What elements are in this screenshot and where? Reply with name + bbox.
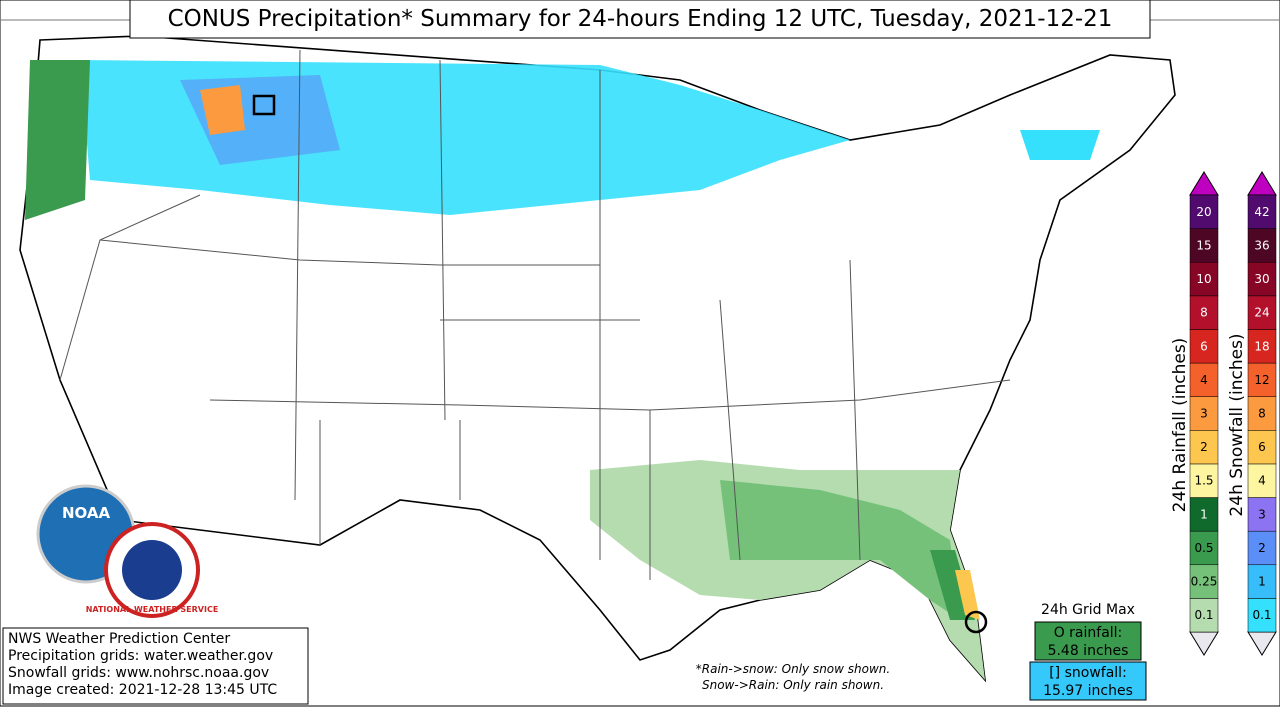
colorbar-cell <box>1189 463 1219 498</box>
snow-max-label: [] snowfall: <box>1049 665 1127 681</box>
colorbar-label: 1 <box>1258 575 1266 589</box>
snow-area <box>200 85 245 135</box>
snow-max-box <box>1029 661 1147 701</box>
note-line: Snow->Rain: Only rain shown. <box>702 678 884 692</box>
colorbar-label: 3 <box>1200 407 1208 421</box>
colorbar-cell <box>1247 194 1277 229</box>
title-box <box>129 0 1151 39</box>
credits-box <box>2 627 309 705</box>
colorbar-cell <box>1247 228 1277 263</box>
colorbar-label: 12 <box>1254 373 1269 387</box>
colorbars: 0.10.250.511.5234681015200.1123468121824… <box>1189 171 1277 656</box>
noaa-logo-text: NOAA <box>62 504 111 522</box>
state-lines <box>59 49 1011 580</box>
colorbar-label: 30 <box>1254 272 1269 286</box>
colorbar-label: 18 <box>1254 339 1269 353</box>
credit-line: Snowfall grids: www.nohrsc.noaa.gov <box>8 665 269 681</box>
colorbar-label: 0.1 <box>1194 608 1213 622</box>
nws-logo-text: NATIONAL WEATHER SERVICE <box>86 605 219 614</box>
colorbar-label: 15 <box>1196 238 1211 252</box>
note: *Rain->snow: Only snow shown. Snow->Rain:… <box>696 662 890 692</box>
colorbar-label: 20 <box>1196 205 1211 219</box>
rain-max-marker <box>964 610 988 634</box>
credit-line: Precipitation grids: water.weather.gov <box>8 648 273 664</box>
colorbar-label: 8 <box>1258 407 1266 421</box>
snow-area <box>1020 130 1100 160</box>
credit-line: Image created: 2021-12-28 13:45 UTC <box>8 682 277 698</box>
colorbar-label: 24 <box>1254 306 1269 320</box>
rain-area <box>25 60 90 220</box>
colorbar-cell <box>1189 396 1219 431</box>
colorbar-cell <box>1247 396 1277 431</box>
colorbar-cell <box>1247 430 1277 465</box>
colorbar-cell <box>1247 530 1277 566</box>
colorbar-label: 0.1 <box>1252 608 1271 622</box>
colorbar-cell <box>1247 329 1277 364</box>
credit-line: NWS Weather Prediction Center <box>8 631 230 647</box>
rain-max-label: O rainfall: <box>1054 625 1123 641</box>
snow-max-marker <box>252 94 276 116</box>
rainfall-legend-title: 24h Rainfall (inches) <box>1170 338 1190 513</box>
colorbar-label: 0.25 <box>1191 575 1218 589</box>
colorbar-cell <box>1189 430 1219 465</box>
colorbar-cell <box>1247 295 1277 330</box>
colorbar-label: 42 <box>1254 205 1269 219</box>
rain-max-value: 5.48 inches <box>1048 643 1129 659</box>
colorbar-cell <box>1247 598 1277 633</box>
rain-max-box <box>1034 621 1142 661</box>
snowfall-legend-title: 24h Snowfall (inches) <box>1227 333 1247 516</box>
colorbar-label: 1.5 <box>1194 474 1213 488</box>
colorbar-label: 10 <box>1196 272 1211 286</box>
colorbar-label: 4 <box>1258 474 1266 488</box>
title: CONUS Precipitation* Summary for 24-hour… <box>168 6 1113 32</box>
colorbar-label: 4 <box>1200 373 1208 387</box>
colorbar-cell <box>1247 362 1277 397</box>
colorbar-cell <box>1189 497 1219 532</box>
rain-area <box>955 570 980 620</box>
rain-area <box>720 480 960 620</box>
credits: NWS Weather Prediction CenterPrecipitati… <box>8 631 277 698</box>
colorbar-cell <box>1189 329 1219 364</box>
note-line: *Rain->snow: Only snow shown. <box>696 662 890 676</box>
snow-max-value: 15.97 inches <box>1043 683 1133 699</box>
colorbar-label: 2 <box>1200 440 1208 454</box>
colorbar-label: 1 <box>1200 507 1208 521</box>
colorbar-label: 8 <box>1200 306 1208 320</box>
grid-max-title: 24h Grid Max <box>1041 602 1135 618</box>
colorbar-cell <box>1247 463 1277 498</box>
colorbar-label: 0.5 <box>1194 541 1213 555</box>
colorbar-cell <box>1247 564 1277 599</box>
colorbar-label: 3 <box>1258 507 1266 521</box>
colorbar-label: 6 <box>1200 339 1208 353</box>
colorbar-cell <box>1189 598 1219 633</box>
colorbar-label: 6 <box>1258 440 1266 454</box>
colorbar-cell <box>1189 295 1219 330</box>
nws-logo-inner <box>122 540 182 600</box>
colorbar-label: 36 <box>1254 238 1269 252</box>
colorbar-label: 2 <box>1258 541 1266 555</box>
colorbar-cell <box>1189 194 1219 229</box>
colorbar-cell <box>1189 228 1219 263</box>
colorbar-cell <box>1189 564 1219 599</box>
